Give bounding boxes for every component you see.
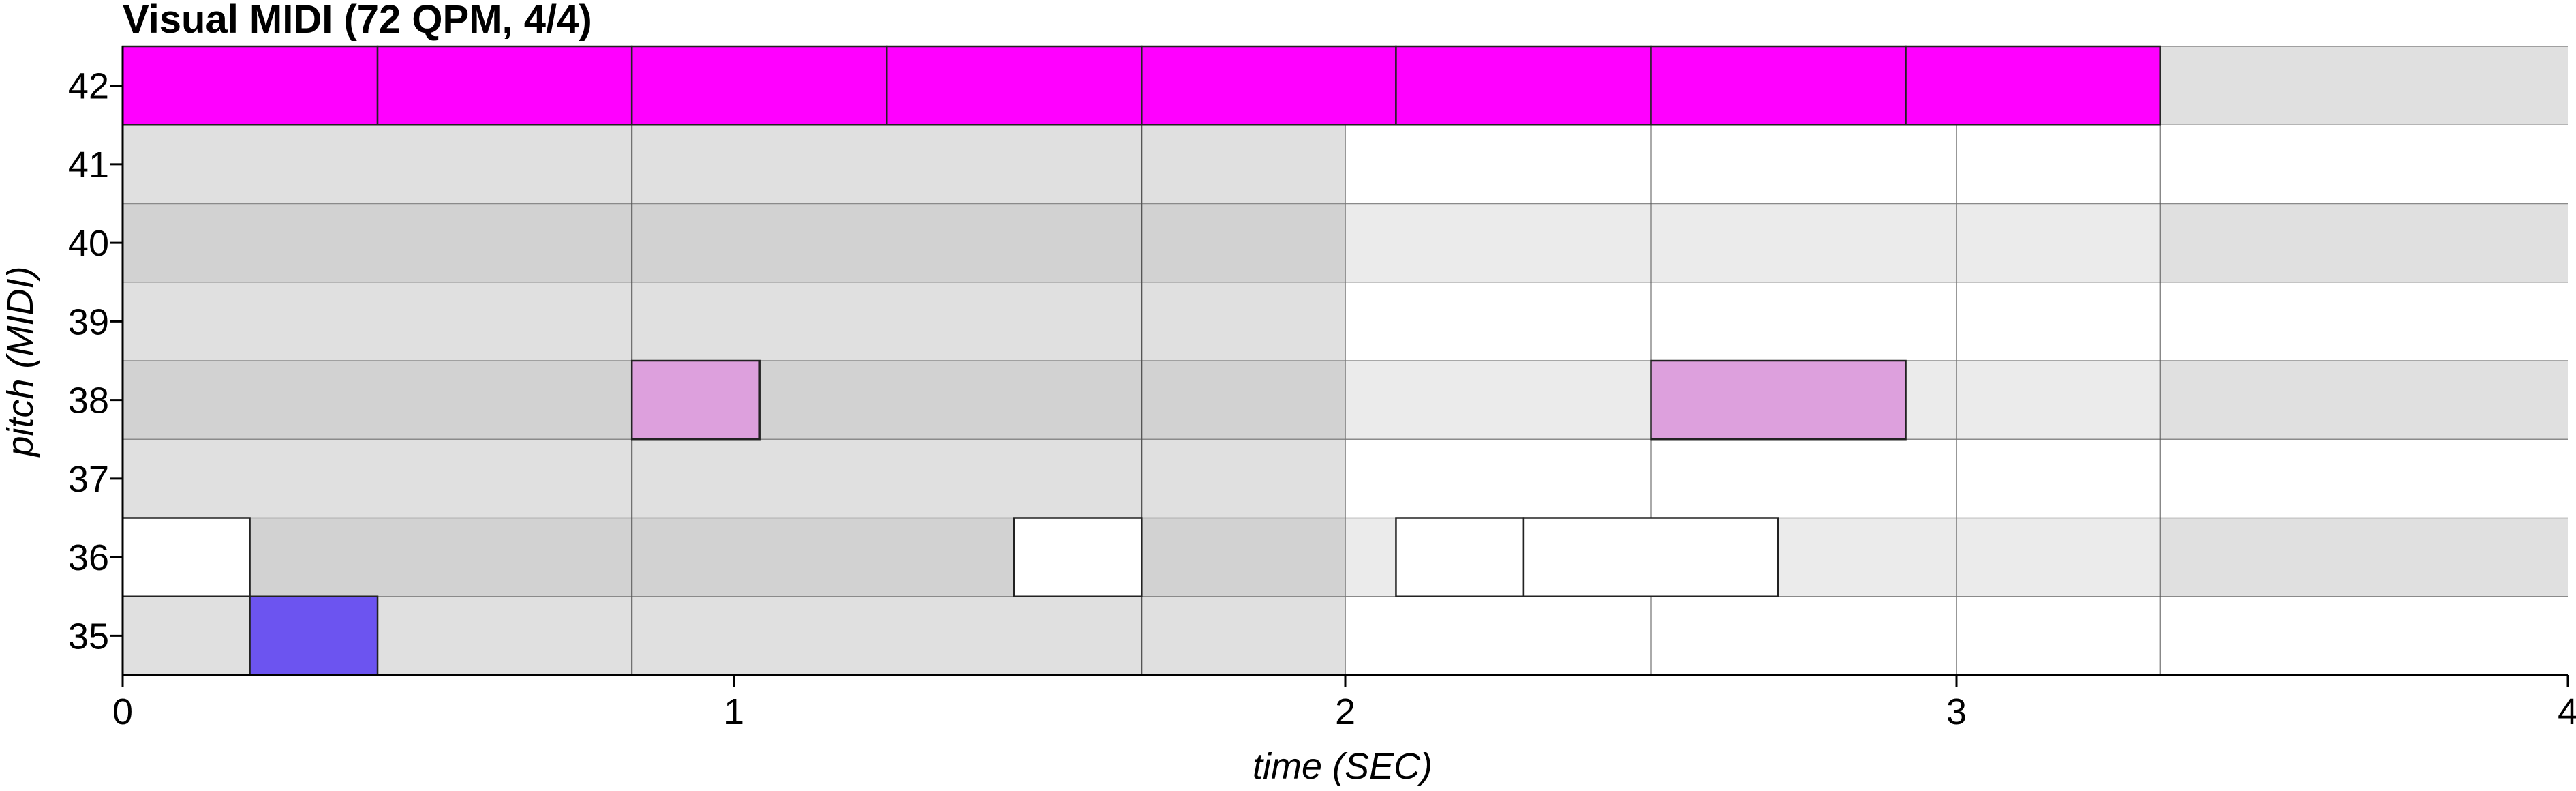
note-2 xyxy=(630,45,888,126)
bg-cell-bar4-pitch35 xyxy=(1651,596,2160,675)
bg-cell-bar4-pitch39 xyxy=(1651,282,2160,361)
bg-cell-bar4-pitch37 xyxy=(1651,439,2160,518)
y-tick-label: 38 xyxy=(68,380,109,421)
bg-cell-bar5-pitch37 xyxy=(2160,439,2568,518)
bg-cell-bar5-pitch39 xyxy=(2160,282,2568,361)
x-tick-label: 1 xyxy=(724,691,744,732)
bg-cell-bar3b-pitch39 xyxy=(1345,282,1651,361)
note-6 xyxy=(1650,45,1907,126)
note-0 xyxy=(121,45,379,126)
bg-cell-bar5-pitch40 xyxy=(2160,203,2568,282)
bg-cell-bar2-pitch40 xyxy=(632,203,1142,282)
y-tick-label: 39 xyxy=(68,301,109,342)
note-10 xyxy=(121,517,251,597)
bg-cell-bar1-pitch38 xyxy=(123,361,632,440)
bg-cell-bar3b-pitch40 xyxy=(1345,203,1651,282)
bg-cell-bar3-pitch35 xyxy=(1141,596,1345,675)
bg-cell-bar3-pitch36 xyxy=(1141,518,1345,597)
bg-cell-bar3-pitch37 xyxy=(1141,439,1345,518)
note-13 xyxy=(1522,517,1779,597)
y-tick-label: 42 xyxy=(68,66,109,107)
bg-cell-bar4-pitch40 xyxy=(1651,203,2160,282)
bg-cell-bar5-pitch41 xyxy=(2160,125,2568,204)
x-axis-label: time (SEC) xyxy=(1253,746,1432,787)
x-tick-label: 3 xyxy=(1946,691,1967,732)
bg-cell-bar3b-pitch41 xyxy=(1345,125,1651,204)
note-3 xyxy=(886,45,1143,126)
bg-cell-bar3b-pitch35 xyxy=(1345,596,1651,675)
bg-cell-bar3-pitch40 xyxy=(1141,203,1345,282)
bg-cell-bar5-pitch42 xyxy=(2160,46,2568,125)
notes-layer xyxy=(121,45,2161,676)
bg-cell-bar1-pitch41 xyxy=(123,125,632,204)
bg-cell-bar1-pitch39 xyxy=(123,282,632,361)
bg-cell-bar3b-pitch38 xyxy=(1345,361,1651,440)
bg-cell-bar1-pitch40 xyxy=(123,203,632,282)
note-12 xyxy=(1395,517,1525,597)
bg-cell-bar2-pitch35 xyxy=(632,596,1142,675)
chart-title: Visual MIDI (72 QPM, 4/4) xyxy=(123,0,592,42)
y-tick-label: 35 xyxy=(68,616,109,657)
y-axis-label: pitch (MIDI) xyxy=(0,266,41,458)
x-tick-label: 4 xyxy=(2558,691,2576,732)
bg-cell-bar3-pitch41 xyxy=(1141,125,1345,204)
bg-cell-bar2-pitch37 xyxy=(632,439,1142,518)
y-tick-label: 40 xyxy=(68,223,109,264)
bg-cell-bar1-pitch37 xyxy=(123,439,632,518)
bg-cell-bar2-pitch41 xyxy=(632,125,1142,204)
x-tick-label: 0 xyxy=(112,691,133,732)
note-9 xyxy=(1650,359,1907,441)
bg-cell-bar5-pitch38 xyxy=(2160,361,2568,440)
x-tick-label: 2 xyxy=(1335,691,1355,732)
note-14 xyxy=(249,595,379,676)
bg-cell-bar5-pitch35 xyxy=(2160,596,2568,675)
note-4 xyxy=(1141,45,1397,126)
y-tick-label: 36 xyxy=(68,537,109,578)
bg-cell-bar3-pitch38 xyxy=(1141,361,1345,440)
bg-cell-bar3b-pitch37 xyxy=(1345,439,1651,518)
y-tick-label: 41 xyxy=(68,145,109,185)
y-tick-label: 37 xyxy=(68,459,109,500)
bg-cell-bar4-pitch41 xyxy=(1651,125,2160,204)
note-7 xyxy=(1905,45,2161,126)
note-11 xyxy=(1013,517,1143,597)
note-5 xyxy=(1395,45,1652,126)
bg-cell-bar3-pitch39 xyxy=(1141,282,1345,361)
bg-cell-bar5-pitch36 xyxy=(2160,518,2568,597)
bg-cell-bar2-pitch39 xyxy=(632,282,1142,361)
note-1 xyxy=(376,45,633,126)
note-8 xyxy=(630,359,761,441)
